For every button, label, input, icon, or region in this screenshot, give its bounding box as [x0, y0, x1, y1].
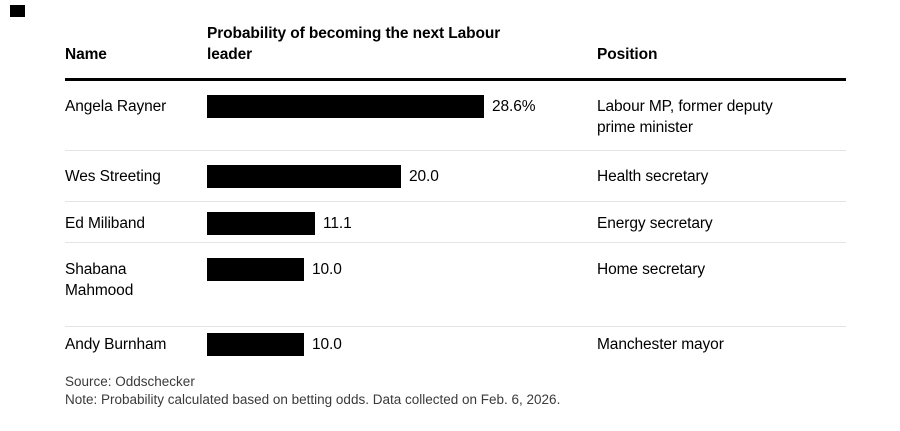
row-separator: [65, 150, 846, 151]
probability-bar: [207, 95, 484, 118]
probability-value: 10.0: [312, 335, 342, 353]
table-row: Angela Rayner 28.6% Labour MP, former de…: [65, 95, 846, 136]
candidate-name: Wes Streeting: [65, 168, 161, 185]
column-header-probability: Probability of becoming the next Labour …: [207, 25, 501, 63]
probability-bar: [207, 333, 304, 356]
row-separator: [65, 242, 846, 243]
candidate-name: Angela Rayner: [65, 98, 167, 115]
candidate-name: Andy Burnham: [65, 336, 167, 353]
probability-value: 20.0: [409, 167, 439, 185]
table-row: Andy Burnham 10.0 Manchester mayor: [65, 333, 846, 356]
probability-bar-group: 10.0: [207, 333, 342, 356]
table-row: Ed Miliband 11.1 Energy secretary: [65, 212, 846, 235]
methodology-note: Note: Probability calculated based on be…: [65, 392, 561, 407]
header-rule: [65, 78, 846, 81]
candidate-name: Ed Miliband: [65, 215, 145, 232]
probability-bar: [207, 212, 315, 235]
table-row: Wes Streeting 20.0 Health secretary: [65, 165, 846, 188]
probability-bar-group: 28.6%: [207, 95, 536, 118]
row-separator: [65, 201, 846, 202]
probability-bar-group: 20.0: [207, 165, 439, 188]
probability-value: 10.0: [312, 260, 342, 278]
candidate-position: Labour MP, former deputy prime minister: [597, 98, 773, 136]
probability-bar-group: 10.0: [207, 258, 342, 281]
source-note: Source: Oddschecker: [65, 374, 195, 389]
row-separator: [65, 326, 846, 327]
candidate-position: Home secretary: [597, 261, 705, 278]
probability-bar: [207, 258, 304, 281]
probability-value: 11.1: [323, 214, 352, 232]
table-row: Shabana Mahmood 10.0 Home secretary: [65, 258, 846, 299]
candidate-name: Shabana Mahmood: [65, 261, 134, 299]
probability-bar: [207, 165, 401, 188]
column-header-name: Name: [65, 46, 107, 63]
column-header-position: Position: [597, 46, 658, 63]
probability-bar-group: 11.1: [207, 212, 352, 235]
candidate-position: Energy secretary: [597, 215, 713, 232]
candidate-position: Manchester mayor: [597, 336, 724, 353]
probability-value: 28.6%: [492, 97, 536, 115]
brand-mark: [10, 5, 25, 17]
candidate-position: Health secretary: [597, 168, 709, 185]
